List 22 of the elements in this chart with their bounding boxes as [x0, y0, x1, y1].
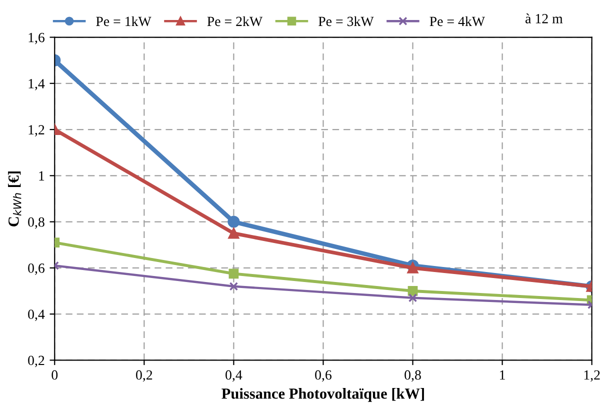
x-tick-label: 1,2	[584, 370, 600, 382]
x-tick-label: 0,6	[315, 370, 332, 382]
legend-label: Pe = 1kW	[96, 16, 152, 26]
x-axis-title: Puissance Photovoltaïque [kW]	[222, 388, 424, 402]
legend-label: Pe = 4kW	[430, 16, 485, 26]
x-tick-label: 0,2	[136, 370, 152, 382]
y-tick-label: 1,6	[28, 32, 44, 44]
y-axis-title: C$_{kWh}$ [€]	[8, 171, 22, 226]
y-tick-label: 1,2	[28, 125, 44, 136]
x-tick-label: 0,8	[404, 370, 421, 382]
y-tick-label: 0,2	[28, 356, 44, 368]
x-tick-label: 1	[500, 370, 505, 380]
x-tick-label: 0	[52, 370, 58, 380]
y-tick-label: 1,4	[28, 79, 45, 90]
legend-label: Pe = 2kW	[207, 16, 263, 26]
y-tick-label: 0,8	[28, 217, 44, 229]
y-tick-label: 0,6	[28, 264, 44, 275]
legend-label: Pe = 3kW	[318, 16, 374, 26]
y-tick-label: 0,4	[28, 310, 45, 322]
x-tick-label: 0,4	[226, 370, 242, 382]
text: à 12 m	[526, 14, 563, 24]
y-tick-label: 1	[39, 171, 44, 180]
